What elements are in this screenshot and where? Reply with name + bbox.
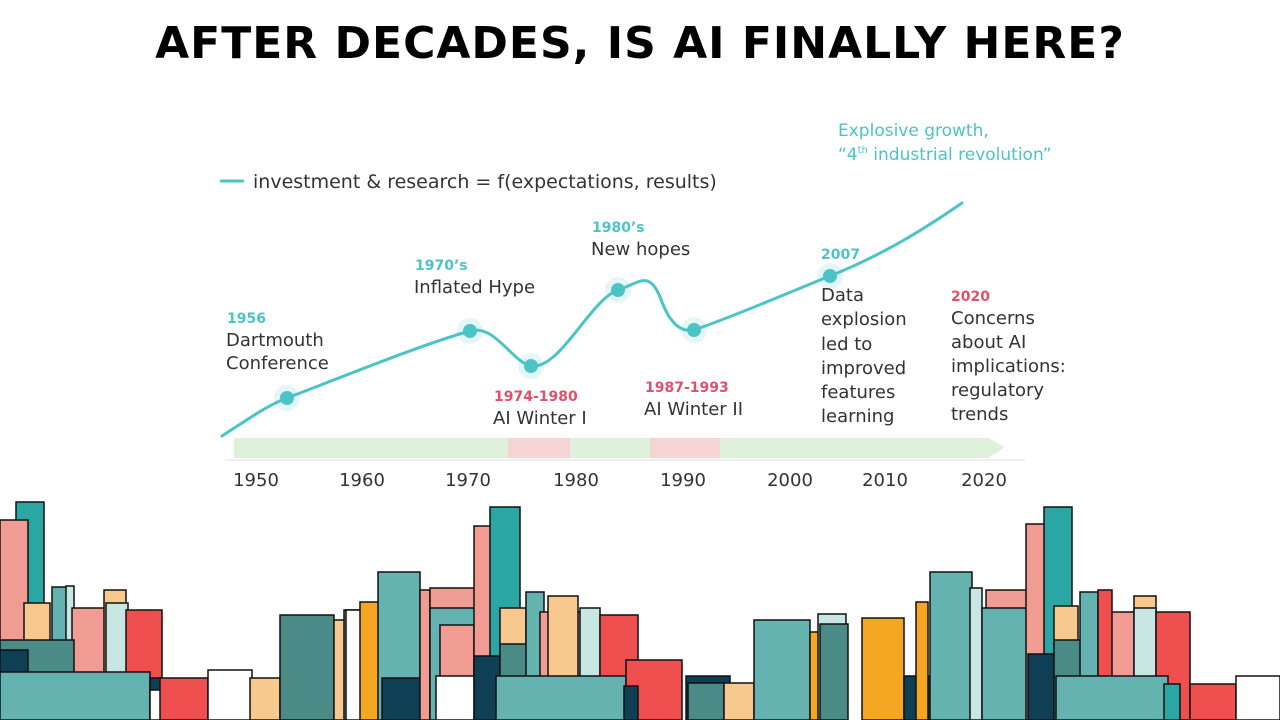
milestone-2007-year: 2007 bbox=[821, 247, 860, 263]
milestone-1970s-line1: Inflated Hype bbox=[414, 277, 535, 298]
milestone-2020-line1: Concerns bbox=[951, 308, 1035, 329]
skyline-building bbox=[981, 607, 1029, 720]
skyline-building bbox=[495, 675, 627, 720]
milestone-1980s-line1: New hopes bbox=[591, 239, 690, 260]
x-tick-label: 2020 bbox=[961, 470, 1007, 491]
milestone-1970s-year: 1970’s bbox=[415, 258, 468, 274]
curve-marker bbox=[524, 359, 538, 373]
milestone-2020-year: 2020 bbox=[951, 289, 990, 305]
curve-marker bbox=[823, 269, 837, 283]
curve-marker bbox=[687, 323, 701, 337]
milestone-1956-year: 1956 bbox=[227, 311, 266, 327]
skyline-building bbox=[435, 675, 477, 720]
skyline-building bbox=[0, 671, 151, 720]
x-tick-label: 2010 bbox=[862, 470, 908, 491]
skyline-building bbox=[1235, 675, 1280, 720]
top-note-line2: “4th industrial revolution” bbox=[838, 145, 1052, 165]
skyline-building bbox=[249, 677, 281, 720]
x-tick-label: 1950 bbox=[233, 470, 279, 491]
milestone-1956-line1: Dartmouth bbox=[226, 330, 324, 351]
skyline-building bbox=[819, 623, 849, 720]
skyline-building bbox=[929, 571, 973, 720]
skyline-building bbox=[915, 601, 929, 720]
milestone-2020-line5: trends bbox=[951, 404, 1008, 425]
ai-winter-2-band bbox=[650, 438, 720, 458]
curve-marker bbox=[611, 283, 625, 297]
milestone-1980s-year: 1980’s bbox=[592, 220, 645, 236]
skyline-building bbox=[207, 669, 253, 720]
skyline-building bbox=[1189, 683, 1237, 720]
milestone-2020-line3: implications: bbox=[951, 356, 1066, 377]
skyline-building bbox=[687, 682, 725, 720]
skyline-building bbox=[861, 617, 905, 720]
curve-markers bbox=[274, 263, 843, 411]
x-tick-label: 1990 bbox=[660, 470, 706, 491]
milestone-2007-line5: features bbox=[821, 382, 895, 403]
top-note-line2-sup: th bbox=[858, 145, 868, 156]
skyline-building bbox=[753, 619, 811, 720]
top-note-line1: Explosive growth, bbox=[838, 121, 989, 141]
x-tick-label: 1970 bbox=[445, 470, 491, 491]
winter-2-label: AI Winter II bbox=[644, 399, 743, 420]
x-tick-label: 1960 bbox=[339, 470, 385, 491]
skyline-building bbox=[279, 614, 335, 720]
top-note-line2-pre: “4 bbox=[838, 145, 858, 165]
milestone-2020-line4: regulatory bbox=[951, 380, 1044, 401]
winter-1-label: AI Winter I bbox=[493, 408, 587, 429]
skyline-building bbox=[1027, 653, 1057, 720]
milestone-2007-line2: explosion bbox=[821, 309, 907, 330]
milestone-2020-line2: about AI bbox=[951, 332, 1026, 353]
curve-marker bbox=[463, 324, 477, 338]
curve-marker bbox=[280, 391, 294, 405]
legend-label: investment & research = f(expectations, … bbox=[253, 171, 717, 193]
skyline-building bbox=[723, 682, 755, 720]
milestone-2007-line4: improved bbox=[821, 358, 906, 379]
skyline-building bbox=[1163, 683, 1181, 720]
skyline-building bbox=[623, 685, 639, 720]
x-tick-label: 1980 bbox=[553, 470, 599, 491]
milestone-2007-line6: learning bbox=[821, 406, 894, 427]
x-axis-ticks: 1950 1960 1970 1980 1990 2000 2010 2020 bbox=[233, 470, 1007, 491]
page-title: AFTER DECADES, IS AI FINALLY HERE? bbox=[155, 18, 1125, 69]
skyline-building bbox=[1055, 675, 1169, 720]
milestone-2007-line3: led to bbox=[821, 334, 872, 355]
top-note-line2-post: industrial revolution” bbox=[868, 145, 1052, 165]
milestone-2007-line1: Data bbox=[821, 285, 864, 306]
winter-2-years: 1987-1993 bbox=[645, 380, 729, 396]
skyline-building bbox=[419, 589, 431, 720]
ai-winter-1-band bbox=[508, 438, 570, 458]
milestone-1956-line2: Conference bbox=[226, 353, 329, 374]
skyline-building bbox=[969, 587, 983, 720]
x-tick-label: 2000 bbox=[767, 470, 813, 491]
skyline-building bbox=[159, 677, 209, 720]
winter-1-years: 1974-1980 bbox=[494, 389, 578, 405]
timeline-arrow bbox=[234, 438, 1005, 458]
skyline-building bbox=[359, 601, 381, 720]
